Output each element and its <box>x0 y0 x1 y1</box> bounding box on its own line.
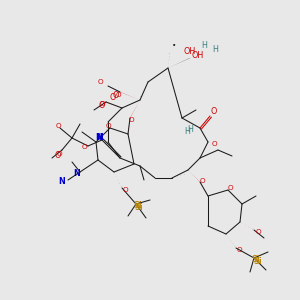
Text: Si: Si <box>252 256 260 265</box>
Text: Si: Si <box>254 256 262 266</box>
Text: O: O <box>55 123 61 129</box>
Text: O: O <box>128 117 134 123</box>
Polygon shape <box>130 100 140 118</box>
Text: O: O <box>227 185 233 191</box>
Text: O: O <box>110 94 116 103</box>
Text: O: O <box>81 144 87 150</box>
Text: N: N <box>97 133 104 142</box>
Text: O: O <box>255 229 261 235</box>
Text: O: O <box>97 79 103 85</box>
Text: O: O <box>199 178 205 184</box>
Text: O: O <box>99 101 105 107</box>
Text: O: O <box>236 247 242 253</box>
Text: N: N <box>96 134 102 142</box>
Text: N: N <box>74 169 80 178</box>
Polygon shape <box>188 170 200 182</box>
Text: Si: Si <box>135 203 143 212</box>
Text: H: H <box>184 128 190 136</box>
Text: H: H <box>201 41 207 50</box>
Text: Si: Si <box>134 202 142 211</box>
Text: O: O <box>113 92 119 100</box>
Text: O: O <box>99 100 105 109</box>
Polygon shape <box>128 118 130 134</box>
Polygon shape <box>200 182 208 196</box>
Text: OH: OH <box>184 47 196 56</box>
Polygon shape <box>168 58 190 68</box>
Text: O: O <box>56 151 62 157</box>
Text: O: O <box>105 123 111 129</box>
Polygon shape <box>106 102 122 108</box>
Text: H: H <box>187 125 193 134</box>
Text: O: O <box>211 107 217 116</box>
Text: O: O <box>115 92 121 98</box>
Text: N: N <box>58 178 65 187</box>
Text: OH: OH <box>192 52 204 61</box>
Text: H: H <box>212 46 218 55</box>
Text: O: O <box>55 151 61 160</box>
Text: O: O <box>211 141 217 147</box>
Text: O: O <box>122 187 128 193</box>
Text: •: • <box>172 43 176 49</box>
Polygon shape <box>120 92 140 100</box>
